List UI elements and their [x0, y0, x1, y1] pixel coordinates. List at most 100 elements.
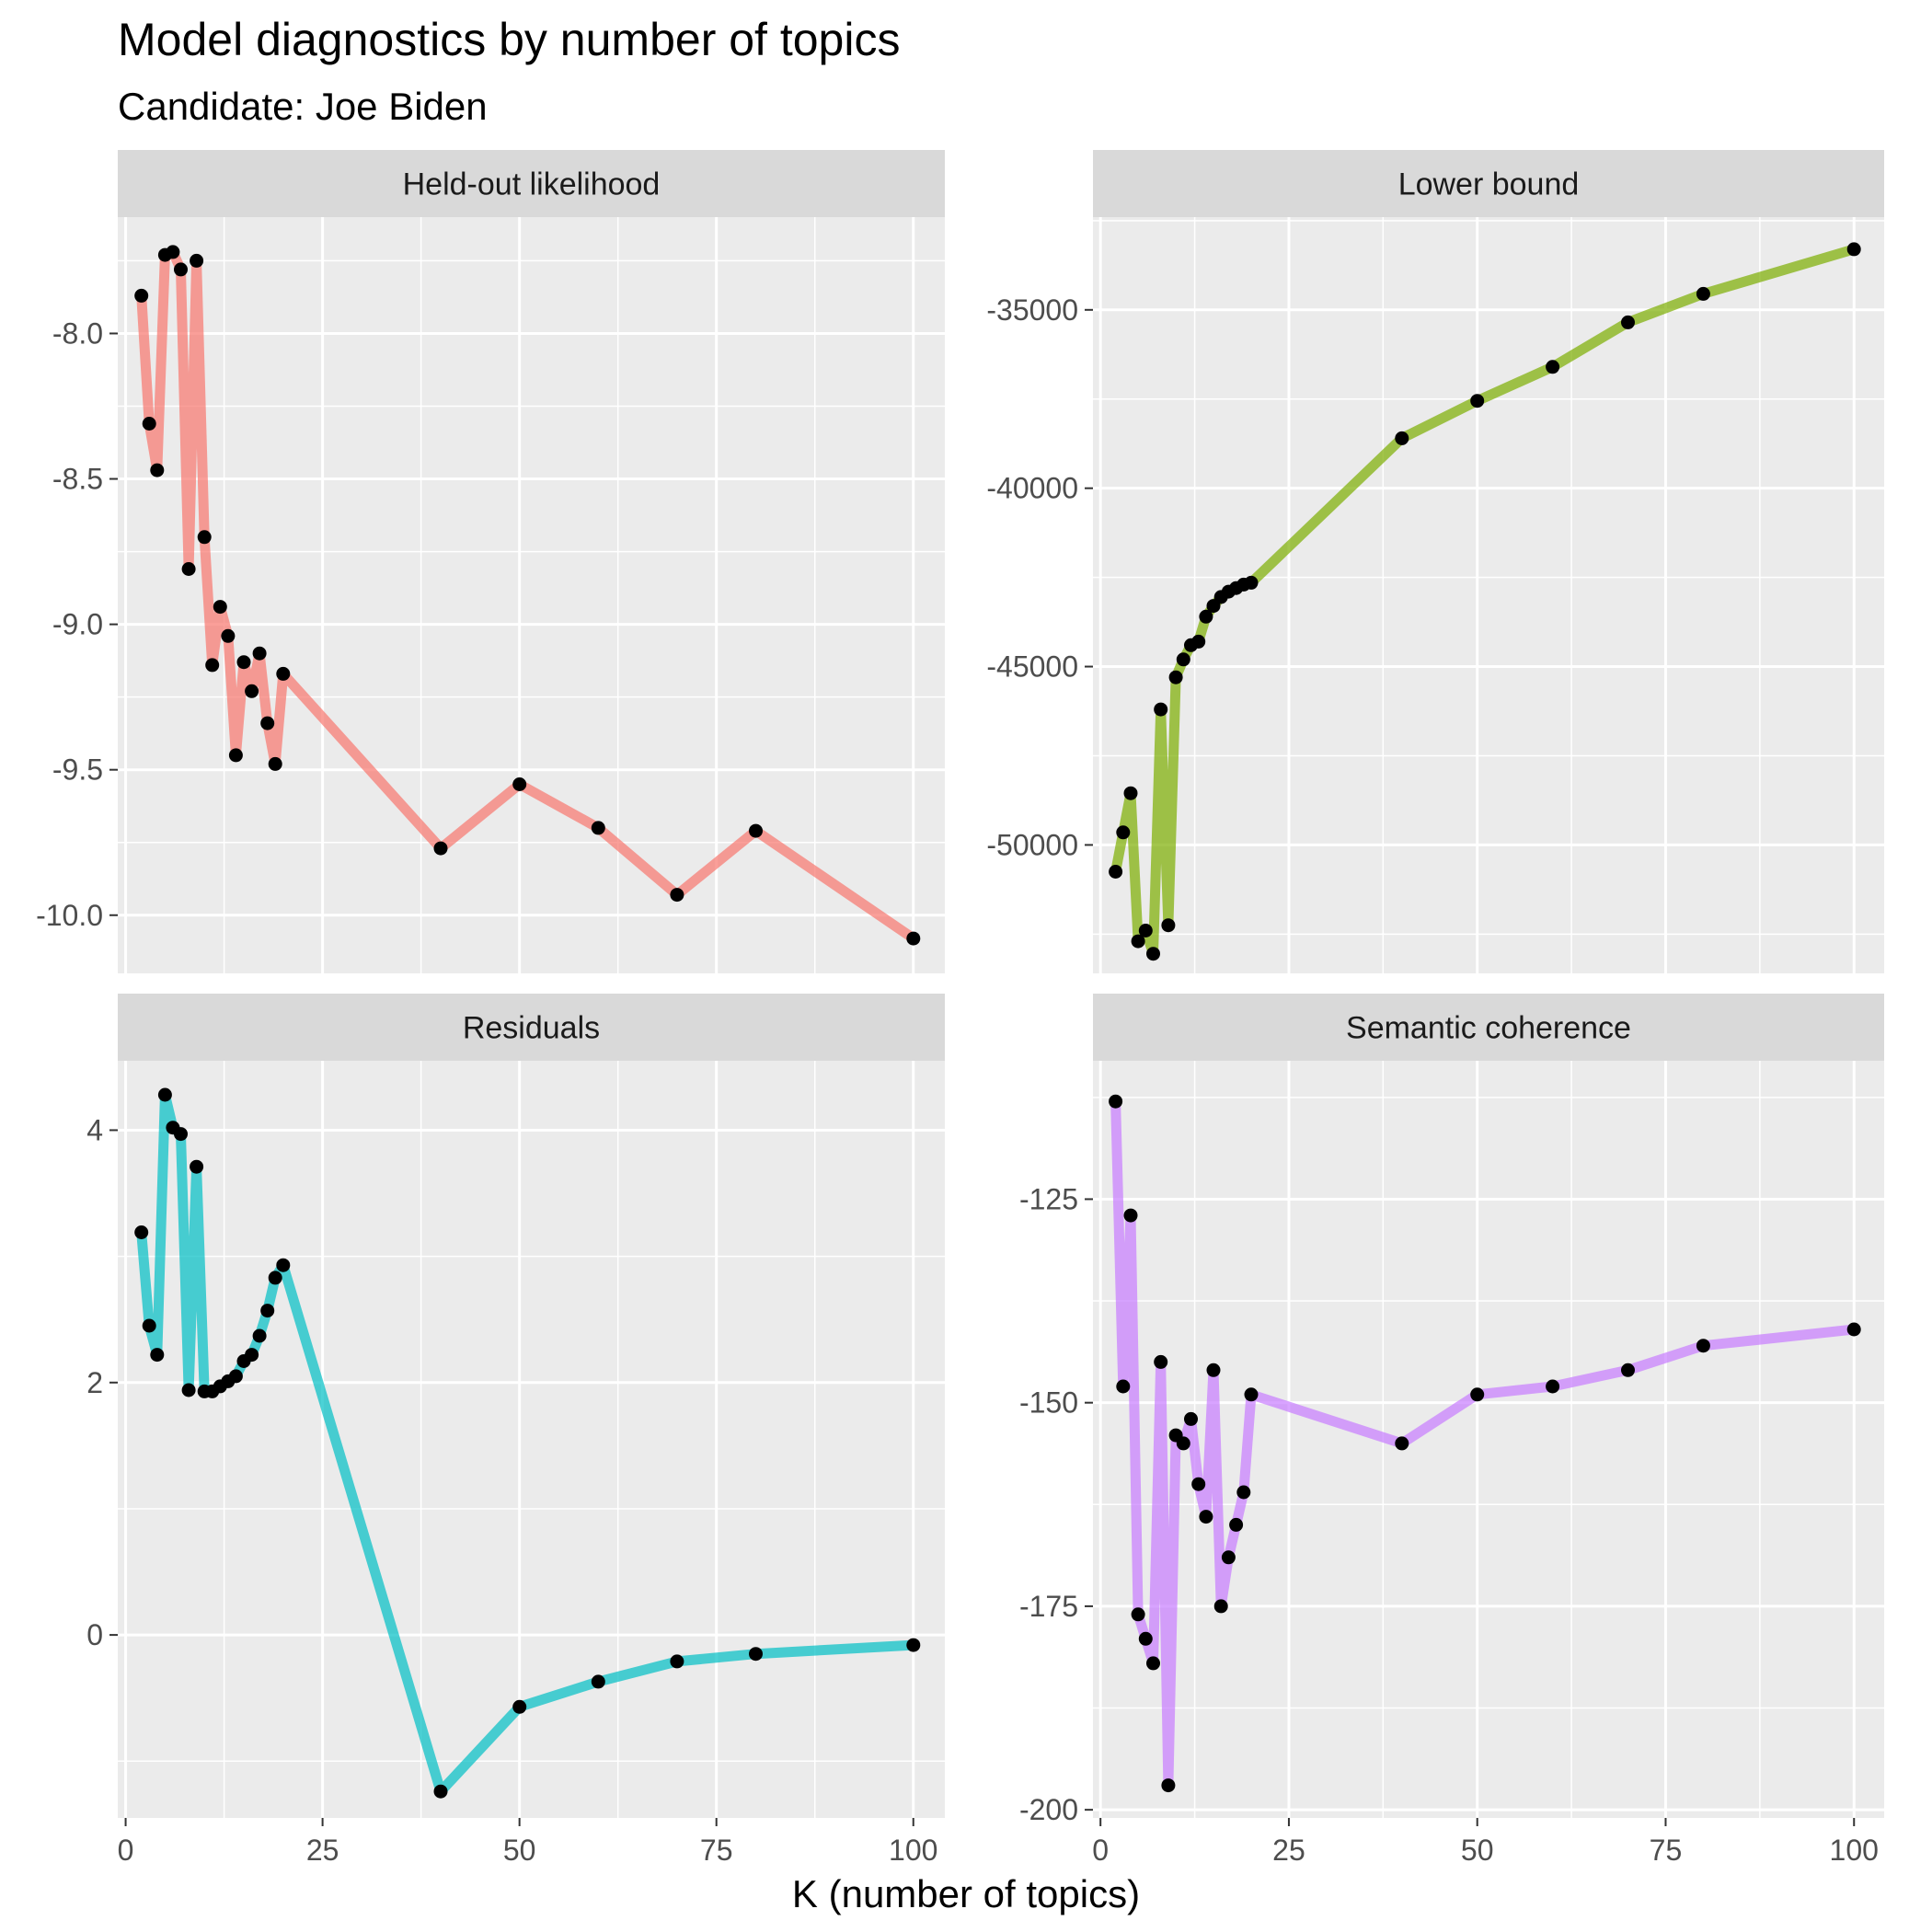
semantic-coherence-data-point [1213, 1599, 1228, 1614]
semantic-coherence-data-point [1161, 1778, 1176, 1793]
held-out-likelihood-y-tick-label: -9.0 [52, 608, 103, 641]
semantic-coherence-data-point [1846, 1322, 1861, 1337]
residuals-strip-label: Residuals [463, 1011, 600, 1046]
residuals-data-point [591, 1674, 605, 1689]
semantic-coherence-data-point [1229, 1517, 1244, 1532]
held-out-likelihood-data-point [205, 658, 220, 673]
semantic-coherence-data-point [1395, 1436, 1409, 1451]
held-out-likelihood-data-point [749, 823, 763, 838]
semantic-coherence-data-point [1146, 1656, 1160, 1671]
held-out-likelihood-data-point [174, 262, 188, 277]
lower-bound-data-point [1123, 786, 1138, 800]
lower-bound-data-point [1470, 394, 1485, 408]
semantic-coherence-data-point [1199, 1510, 1213, 1524]
held-out-likelihood-data-point [252, 646, 267, 661]
residuals-strip [118, 994, 945, 1061]
lower-bound-data-point [1131, 934, 1145, 949]
semantic-coherence-data-point [1236, 1485, 1251, 1500]
residuals-y-tick-label: 4 [86, 1113, 103, 1146]
held-out-likelihood-data-point [142, 417, 156, 431]
residuals-data-point [268, 1271, 282, 1285]
residuals-data-point [190, 1159, 204, 1174]
chart-subtitle: Candidate: Joe Biden [118, 85, 488, 128]
semantic-coherence-panel [1093, 1061, 1884, 1818]
held-out-likelihood-data-point [190, 253, 204, 268]
residuals-x-tick-label: 100 [889, 1834, 937, 1867]
held-out-likelihood-data-point [260, 716, 275, 730]
chart-title: Model diagnostics by number of topics [118, 14, 901, 65]
semantic-coherence-data-point [1116, 1379, 1131, 1394]
residuals-data-point [433, 1784, 448, 1799]
held-out-likelihood-panel [118, 217, 945, 973]
lower-bound-data-point [1161, 918, 1176, 933]
held-out-likelihood-y-tick-label: -8.5 [52, 463, 103, 496]
semantic-coherence-data-point [1696, 1339, 1710, 1353]
held-out-likelihood-y-tick-label: -9.5 [52, 753, 103, 787]
lower-bound-y-tick-label: -50000 [986, 828, 1078, 861]
held-out-likelihood-data-point [512, 777, 527, 791]
semantic-coherence-data-point [1176, 1436, 1190, 1451]
lower-bound-data-point [1199, 609, 1213, 624]
residuals-data-point [150, 1348, 165, 1363]
semantic-coherence-data-point [1621, 1363, 1635, 1377]
residuals-x-tick-label: 75 [700, 1834, 733, 1867]
held-out-likelihood-data-point [245, 684, 259, 698]
residuals-data-point [252, 1328, 267, 1343]
semantic-coherence-data-point [1154, 1354, 1168, 1369]
semantic-coherence-y-tick-label: -200 [1019, 1793, 1078, 1826]
lower-bound-y-tick-label: -35000 [986, 293, 1078, 327]
residuals-data-point [174, 1127, 188, 1142]
held-out-likelihood-data-point [236, 655, 251, 670]
semantic-coherence-x-tick-label: 25 [1272, 1834, 1305, 1867]
semantic-coherence-data-point [1244, 1387, 1259, 1402]
semantic-coherence-strip-label: Semantic coherence [1346, 1011, 1631, 1046]
residuals-data-point [749, 1647, 763, 1662]
held-out-likelihood-data-point [134, 288, 149, 303]
held-out-likelihood-data-point [166, 245, 180, 259]
lower-bound-y-tick-label: -45000 [986, 650, 1078, 684]
held-out-likelihood-data-point [906, 931, 921, 946]
semantic-coherence-strip [1093, 994, 1884, 1061]
held-out-likelihood-data-point [221, 628, 236, 643]
semantic-coherence-x-tick-label: 50 [1461, 1834, 1494, 1867]
held-out-likelihood-data-point [433, 841, 448, 856]
lower-bound-panel [1093, 217, 1884, 973]
semantic-coherence-x-tick-label: 100 [1830, 1834, 1879, 1867]
residuals-data-point [512, 1699, 527, 1714]
lower-bound-data-point [1395, 431, 1409, 445]
semantic-coherence-data-point [1138, 1631, 1153, 1646]
residuals-data-point [906, 1638, 921, 1652]
held-out-likelihood-strip-label: Held-out likelihood [403, 167, 661, 202]
lower-bound-strip-label: Lower bound [1398, 167, 1580, 202]
semantic-coherence-y-tick-label: -175 [1019, 1590, 1078, 1623]
semantic-coherence-data-point [1206, 1363, 1221, 1377]
held-out-likelihood-data-point [197, 530, 212, 545]
held-out-likelihood-data-point [276, 666, 291, 681]
lower-bound-data-point [1168, 670, 1183, 684]
residuals-data-point [245, 1348, 259, 1363]
semantic-coherence-y-tick-label: -125 [1019, 1182, 1078, 1215]
lower-bound-data-point [1176, 652, 1190, 667]
lower-bound-data-point [1146, 947, 1160, 961]
residuals-data-point [276, 1258, 291, 1272]
residuals-y-tick-label: 2 [86, 1366, 103, 1399]
lower-bound-data-point [1154, 702, 1168, 717]
lower-bound-y-tick-label: -40000 [986, 472, 1078, 505]
semantic-coherence-data-point [1184, 1411, 1198, 1426]
residuals-data-point [260, 1304, 275, 1318]
residuals-x-tick-label: 50 [503, 1834, 536, 1867]
residuals-data-point [670, 1654, 684, 1669]
semantic-coherence-x-tick-label: 75 [1650, 1834, 1683, 1867]
held-out-likelihood-data-point [268, 756, 282, 771]
residuals-panel [118, 1061, 945, 1818]
residuals-data-point [228, 1369, 243, 1384]
semantic-coherence-data-point [1131, 1607, 1145, 1622]
held-out-likelihood-data-point [228, 748, 243, 763]
residuals-data-point [157, 1087, 172, 1102]
lower-bound-data-point [1621, 315, 1635, 329]
held-out-likelihood-data-point [670, 888, 684, 903]
semantic-coherence-data-point [1109, 1094, 1123, 1109]
held-out-likelihood-y-tick-label: -10.0 [36, 899, 103, 932]
lower-bound-data-point [1191, 634, 1206, 649]
held-out-likelihood-y-tick-label: -8.0 [52, 316, 103, 350]
